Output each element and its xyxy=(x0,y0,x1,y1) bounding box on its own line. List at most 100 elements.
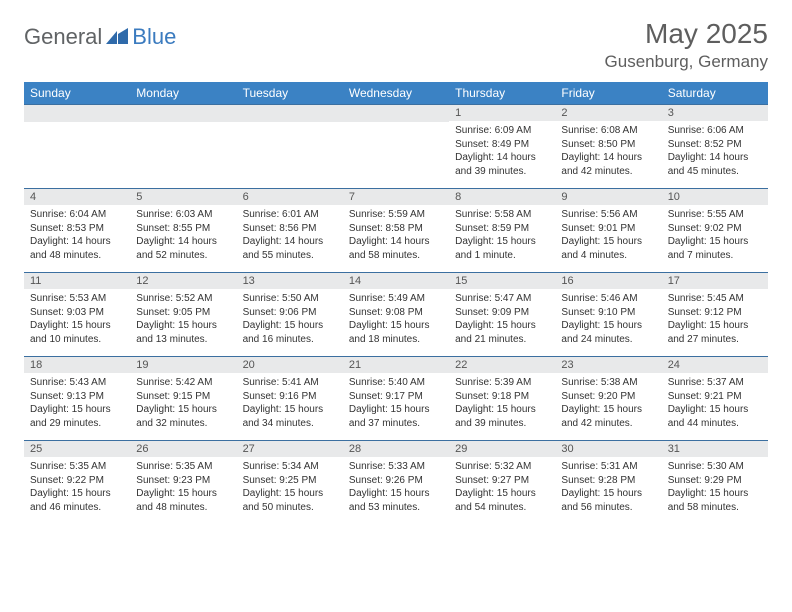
daynum-bar: 30 xyxy=(555,440,661,457)
daynum-bar: 15 xyxy=(449,272,555,289)
sunrise-line: Sunrise: 5:31 AM xyxy=(561,460,655,474)
sunset-line: Sunset: 8:53 PM xyxy=(30,222,124,236)
sunset-line: Sunset: 8:52 PM xyxy=(668,138,762,152)
sunset-line: Sunset: 9:12 PM xyxy=(668,306,762,320)
sunset-line: Sunset: 9:26 PM xyxy=(349,474,443,488)
daylight-line: Daylight: 15 hours and 1 minute. xyxy=(455,235,549,262)
calendar-cell: 20Sunrise: 5:41 AMSunset: 9:16 PMDayligh… xyxy=(237,356,343,440)
logo-text-general: General xyxy=(24,24,102,49)
daynum-bar: 27 xyxy=(237,440,343,457)
daylight-line: Daylight: 14 hours and 45 minutes. xyxy=(668,151,762,178)
day-body: Sunrise: 5:31 AMSunset: 9:28 PMDaylight:… xyxy=(555,457,661,516)
day-body: Sunrise: 5:38 AMSunset: 9:20 PMDaylight:… xyxy=(555,373,661,432)
sunset-line: Sunset: 9:28 PM xyxy=(561,474,655,488)
sunrise-line: Sunrise: 5:39 AM xyxy=(455,376,549,390)
daynum-bar: 28 xyxy=(343,440,449,457)
sunrise-line: Sunrise: 5:41 AM xyxy=(243,376,337,390)
logo: General Blue xyxy=(24,24,176,50)
sunset-line: Sunset: 9:27 PM xyxy=(455,474,549,488)
daylight-line: Daylight: 15 hours and 46 minutes. xyxy=(30,487,124,514)
sunset-line: Sunset: 9:03 PM xyxy=(30,306,124,320)
daynum-bar-empty xyxy=(130,104,236,122)
calendar-cell xyxy=(237,104,343,188)
sunset-line: Sunset: 9:25 PM xyxy=(243,474,337,488)
daylight-line: Daylight: 15 hours and 53 minutes. xyxy=(349,487,443,514)
calendar-cell: 30Sunrise: 5:31 AMSunset: 9:28 PMDayligh… xyxy=(555,440,661,524)
sunrise-line: Sunrise: 6:06 AM xyxy=(668,124,762,138)
daylight-line: Daylight: 14 hours and 39 minutes. xyxy=(455,151,549,178)
daynum-bar-empty xyxy=(24,104,130,122)
sunrise-line: Sunrise: 5:34 AM xyxy=(243,460,337,474)
day-body: Sunrise: 5:33 AMSunset: 9:26 PMDaylight:… xyxy=(343,457,449,516)
calendar-cell: 26Sunrise: 5:35 AMSunset: 9:23 PMDayligh… xyxy=(130,440,236,524)
weekday-header: Saturday xyxy=(662,82,768,104)
weekday-header: Tuesday xyxy=(237,82,343,104)
daylight-line: Daylight: 15 hours and 50 minutes. xyxy=(243,487,337,514)
calendar-cell: 23Sunrise: 5:38 AMSunset: 9:20 PMDayligh… xyxy=(555,356,661,440)
calendar-cell: 3Sunrise: 6:06 AMSunset: 8:52 PMDaylight… xyxy=(662,104,768,188)
sunset-line: Sunset: 9:18 PM xyxy=(455,390,549,404)
day-body: Sunrise: 5:45 AMSunset: 9:12 PMDaylight:… xyxy=(662,289,768,348)
weekday-header: Wednesday xyxy=(343,82,449,104)
day-body: Sunrise: 5:37 AMSunset: 9:21 PMDaylight:… xyxy=(662,373,768,432)
sunrise-line: Sunrise: 5:30 AM xyxy=(668,460,762,474)
daylight-line: Daylight: 15 hours and 42 minutes. xyxy=(561,403,655,430)
sunrise-line: Sunrise: 6:01 AM xyxy=(243,208,337,222)
calendar-cell: 14Sunrise: 5:49 AMSunset: 9:08 PMDayligh… xyxy=(343,272,449,356)
daynum-bar: 24 xyxy=(662,356,768,373)
calendar-cell: 29Sunrise: 5:32 AMSunset: 9:27 PMDayligh… xyxy=(449,440,555,524)
daynum-bar: 11 xyxy=(24,272,130,289)
daynum-bar: 2 xyxy=(555,104,661,121)
daynum-bar: 8 xyxy=(449,188,555,205)
calendar-row: 18Sunrise: 5:43 AMSunset: 9:13 PMDayligh… xyxy=(24,356,768,440)
calendar-row: 25Sunrise: 5:35 AMSunset: 9:22 PMDayligh… xyxy=(24,440,768,524)
calendar-cell: 21Sunrise: 5:40 AMSunset: 9:17 PMDayligh… xyxy=(343,356,449,440)
daynum-bar: 1 xyxy=(449,104,555,121)
calendar-cell: 27Sunrise: 5:34 AMSunset: 9:25 PMDayligh… xyxy=(237,440,343,524)
daylight-line: Daylight: 15 hours and 39 minutes. xyxy=(455,403,549,430)
location: Gusenburg, Germany xyxy=(605,52,768,72)
sunset-line: Sunset: 9:21 PM xyxy=(668,390,762,404)
calendar-row: 11Sunrise: 5:53 AMSunset: 9:03 PMDayligh… xyxy=(24,272,768,356)
sunrise-line: Sunrise: 5:33 AM xyxy=(349,460,443,474)
weekday-header: Monday xyxy=(130,82,236,104)
weekday-header-row: Sunday Monday Tuesday Wednesday Thursday… xyxy=(24,82,768,104)
calendar-cell: 7Sunrise: 5:59 AMSunset: 8:58 PMDaylight… xyxy=(343,188,449,272)
sunset-line: Sunset: 9:29 PM xyxy=(668,474,762,488)
day-body: Sunrise: 5:50 AMSunset: 9:06 PMDaylight:… xyxy=(237,289,343,348)
title-block: May 2025 Gusenburg, Germany xyxy=(605,18,768,72)
sunrise-line: Sunrise: 6:08 AM xyxy=(561,124,655,138)
day-body: Sunrise: 6:08 AMSunset: 8:50 PMDaylight:… xyxy=(555,121,661,180)
sunset-line: Sunset: 9:23 PM xyxy=(136,474,230,488)
calendar-cell: 24Sunrise: 5:37 AMSunset: 9:21 PMDayligh… xyxy=(662,356,768,440)
calendar-row: 1Sunrise: 6:09 AMSunset: 8:49 PMDaylight… xyxy=(24,104,768,188)
logo-sail-icon xyxy=(106,28,128,46)
day-body: Sunrise: 5:34 AMSunset: 9:25 PMDaylight:… xyxy=(237,457,343,516)
day-body: Sunrise: 5:52 AMSunset: 9:05 PMDaylight:… xyxy=(130,289,236,348)
sunrise-line: Sunrise: 5:38 AM xyxy=(561,376,655,390)
sunset-line: Sunset: 9:16 PM xyxy=(243,390,337,404)
day-body: Sunrise: 5:41 AMSunset: 9:16 PMDaylight:… xyxy=(237,373,343,432)
daylight-line: Daylight: 15 hours and 56 minutes. xyxy=(561,487,655,514)
daynum-bar: 6 xyxy=(237,188,343,205)
calendar-cell: 11Sunrise: 5:53 AMSunset: 9:03 PMDayligh… xyxy=(24,272,130,356)
day-body: Sunrise: 5:40 AMSunset: 9:17 PMDaylight:… xyxy=(343,373,449,432)
calendar-row: 4Sunrise: 6:04 AMSunset: 8:53 PMDaylight… xyxy=(24,188,768,272)
weekday-header: Thursday xyxy=(449,82,555,104)
daylight-line: Daylight: 15 hours and 37 minutes. xyxy=(349,403,443,430)
daynum-bar: 20 xyxy=(237,356,343,373)
sunset-line: Sunset: 9:06 PM xyxy=(243,306,337,320)
daynum-bar: 13 xyxy=(237,272,343,289)
day-body: Sunrise: 5:58 AMSunset: 8:59 PMDaylight:… xyxy=(449,205,555,264)
sunrise-line: Sunrise: 5:32 AM xyxy=(455,460,549,474)
sunrise-line: Sunrise: 5:53 AM xyxy=(30,292,124,306)
sunset-line: Sunset: 9:10 PM xyxy=(561,306,655,320)
calendar-cell: 5Sunrise: 6:03 AMSunset: 8:55 PMDaylight… xyxy=(130,188,236,272)
calendar-cell: 4Sunrise: 6:04 AMSunset: 8:53 PMDaylight… xyxy=(24,188,130,272)
calendar-cell: 18Sunrise: 5:43 AMSunset: 9:13 PMDayligh… xyxy=(24,356,130,440)
day-body: Sunrise: 5:39 AMSunset: 9:18 PMDaylight:… xyxy=(449,373,555,432)
daynum-bar: 25 xyxy=(24,440,130,457)
weekday-header: Friday xyxy=(555,82,661,104)
day-body: Sunrise: 6:06 AMSunset: 8:52 PMDaylight:… xyxy=(662,121,768,180)
sunrise-line: Sunrise: 6:04 AM xyxy=(30,208,124,222)
